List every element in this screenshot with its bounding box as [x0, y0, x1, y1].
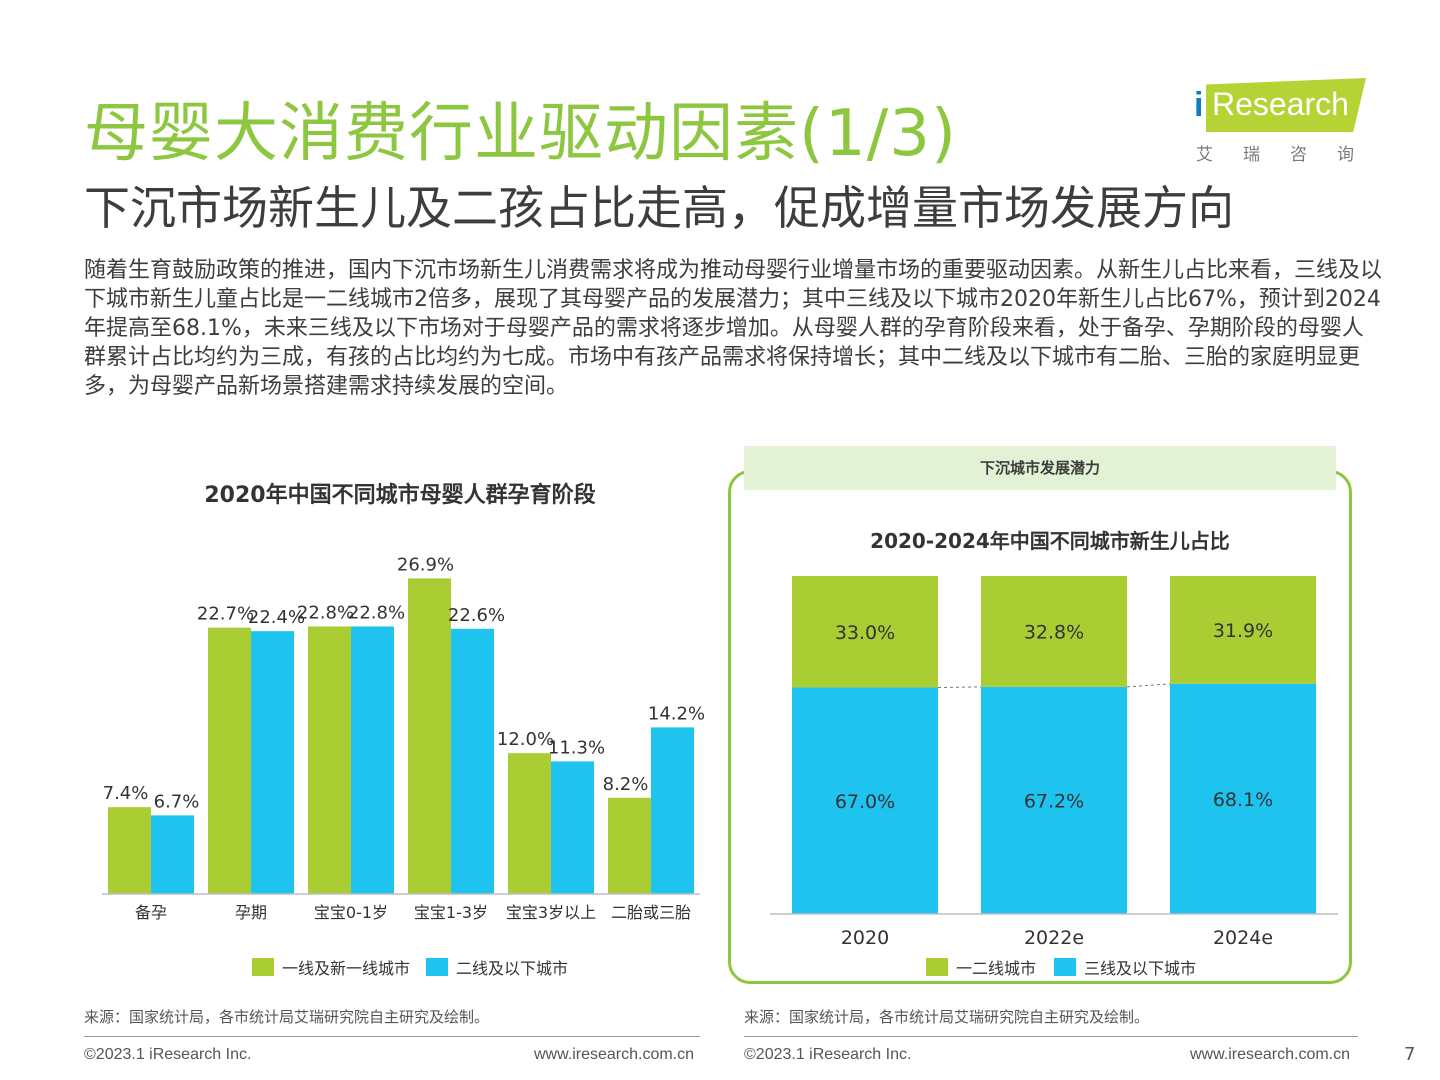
bar [408, 578, 451, 894]
logo-mark: i [1194, 86, 1204, 124]
data-label: 32.8% [1024, 621, 1084, 643]
page-number: 7 [1404, 1044, 1416, 1065]
bar [208, 627, 251, 894]
data-label: 31.9% [1213, 620, 1273, 642]
tick-label: 2020 [841, 927, 889, 949]
chart-title: 2020年中国不同城市母婴人群孕育阶段 [204, 482, 595, 508]
page-subtitle: 下沉市场新生儿及二孩占比走高，促成增量市场发展方向 [84, 181, 1234, 235]
bar-segment [1170, 683, 1316, 914]
bar-segment [792, 576, 938, 688]
data-label: 12.0% [497, 729, 554, 750]
footer-url-right: www.iresearch.com.cn [1190, 1046, 1351, 1063]
data-label: 67.2% [1024, 790, 1084, 812]
legend-label: 一线及新一线城市 [282, 959, 410, 978]
bar [251, 631, 294, 894]
bar [108, 807, 151, 894]
data-label: 22.8% [297, 602, 354, 623]
chart-newborn-share: 2020-2024年中国不同城市新生儿占比 67.0% 33.0% 67.2% 32.… [770, 529, 1338, 978]
logo-chinese: 艾瑞咨询 [1196, 145, 1384, 165]
tick-label: 2024e [1213, 927, 1273, 949]
logo-flag-shape [1206, 78, 1366, 132]
footer-url-left: www.iresearch.com.cn [534, 1046, 695, 1063]
footer-divider-left [84, 1036, 700, 1037]
bar [508, 753, 551, 894]
legend-swatch [926, 958, 948, 976]
legend-label: 二线及以下城市 [456, 959, 568, 978]
data-label: 22.6% [448, 605, 505, 626]
data-label: 22.4% [248, 607, 305, 628]
data-label: 26.9% [397, 554, 454, 575]
source-note-left: 来源：国家统计局，各市统计局艾瑞研究院自主研究及绘制。 [84, 1008, 490, 1026]
data-label: 68.1% [1213, 789, 1273, 811]
body-paragraph: 随着生育鼓励政策的推进，国内下沉市场新生儿消费需求将成为推动母婴行业增量市场的重… [84, 258, 1383, 399]
bar [308, 626, 351, 894]
bar [651, 727, 694, 894]
bar-segment [1170, 576, 1316, 684]
data-label: 7.4% [103, 783, 149, 804]
tick-label: 二胎或三胎 [611, 903, 691, 922]
bar-segment [792, 687, 938, 914]
iresearch-logo: i Research 艾瑞咨询 [1190, 76, 1370, 166]
page-title: 母婴大消费行业驱动因素(1/3) [84, 97, 957, 171]
tick-label: 宝宝1-3岁 [414, 903, 488, 922]
source-note-right: 来源：国家统计局，各市统计局艾瑞研究院自主研究及绘制。 [744, 1008, 1150, 1026]
chart-stages: 2020年中国不同城市母婴人群孕育阶段 7.4% 6.7%22.7%22.4%22… [102, 482, 705, 978]
bar-segment [981, 686, 1127, 914]
tick-label: 备孕 [135, 903, 167, 922]
footer-copyright-right: ©2023.1 iResearch Inc. [744, 1046, 912, 1063]
legend-label: 一二线城市 [956, 959, 1036, 978]
chart-title: 2020-2024年中国不同城市新生儿占比 [870, 529, 1230, 553]
bar-segment [981, 576, 1127, 687]
tick-label: 宝宝3岁以上 [506, 903, 596, 922]
bar [608, 797, 651, 894]
legend-swatch [1054, 958, 1076, 976]
data-label: 67.0% [835, 791, 895, 813]
tick-label: 孕期 [235, 903, 267, 922]
footer-divider-right [744, 1036, 1358, 1037]
legend-label: 三线及以下城市 [1084, 959, 1196, 978]
bar [451, 628, 494, 894]
tick-label: 宝宝0-1岁 [314, 903, 388, 922]
data-label: 6.7% [154, 791, 200, 812]
tick-label: 2022e [1024, 927, 1084, 949]
bar [151, 815, 194, 894]
legend-swatch [252, 958, 274, 976]
data-label: 14.2% [648, 703, 705, 724]
connector-line [937, 686, 982, 689]
right-panel-header: 下沉城市发展潜力 [744, 446, 1336, 490]
bar [351, 626, 394, 894]
legend-swatch [426, 958, 448, 976]
data-label: 11.3% [548, 737, 605, 758]
logo-text: Research [1212, 86, 1349, 122]
data-label: 8.2% [603, 774, 649, 795]
connector-line [1126, 683, 1171, 688]
data-label: 22.7% [197, 604, 254, 625]
footer-copyright-left: ©2023.1 iResearch Inc. [84, 1046, 252, 1063]
data-label: 33.0% [835, 622, 895, 644]
data-label: 22.8% [348, 602, 405, 623]
bar [551, 761, 594, 894]
